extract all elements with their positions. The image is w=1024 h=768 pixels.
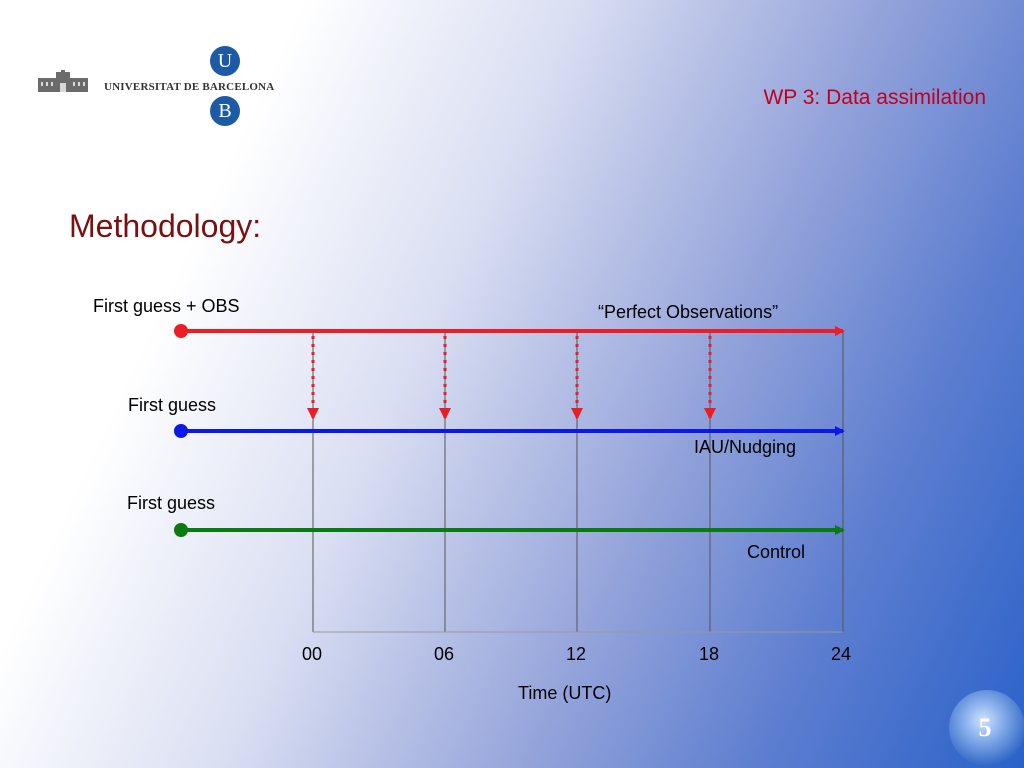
logo-letter-b: B xyxy=(210,96,240,126)
control-label: Control xyxy=(747,542,806,562)
tick-label-24: 24 xyxy=(831,644,852,664)
iau-nudging-label: IAU/Nudging xyxy=(694,437,797,457)
perfect-observations-label: “Perfect Observations” xyxy=(598,302,779,322)
timeline-control-start-dot xyxy=(174,523,188,537)
slide-header-title: WP 3: Data assimilation xyxy=(763,86,986,109)
timeline-control-label: First guess xyxy=(127,493,216,513)
timeline-obs-start-dot xyxy=(174,324,188,338)
time-axis-title: Time (UTC) xyxy=(518,683,612,703)
timeline-iau-start-dot xyxy=(174,424,188,438)
logo-text: UNIVERSITAT DE BARCELONA xyxy=(104,81,275,93)
tick-label-00: 00 xyxy=(302,644,323,664)
timeline-iau-label: First guess xyxy=(128,395,217,415)
page-number-badge: 5 xyxy=(949,690,1024,766)
logo-letter-u: U xyxy=(210,46,240,76)
tick-label-18: 18 xyxy=(699,644,720,664)
tick-label-12: 12 xyxy=(566,644,587,664)
timeline-obs-label: First guess + OBS xyxy=(93,296,240,316)
university-logo: U UNIVERSITAT DE BARCELONA B xyxy=(38,46,278,130)
building-icon xyxy=(38,70,88,92)
tick-label-06: 06 xyxy=(434,644,455,664)
section-title: Methodology: xyxy=(69,208,262,244)
